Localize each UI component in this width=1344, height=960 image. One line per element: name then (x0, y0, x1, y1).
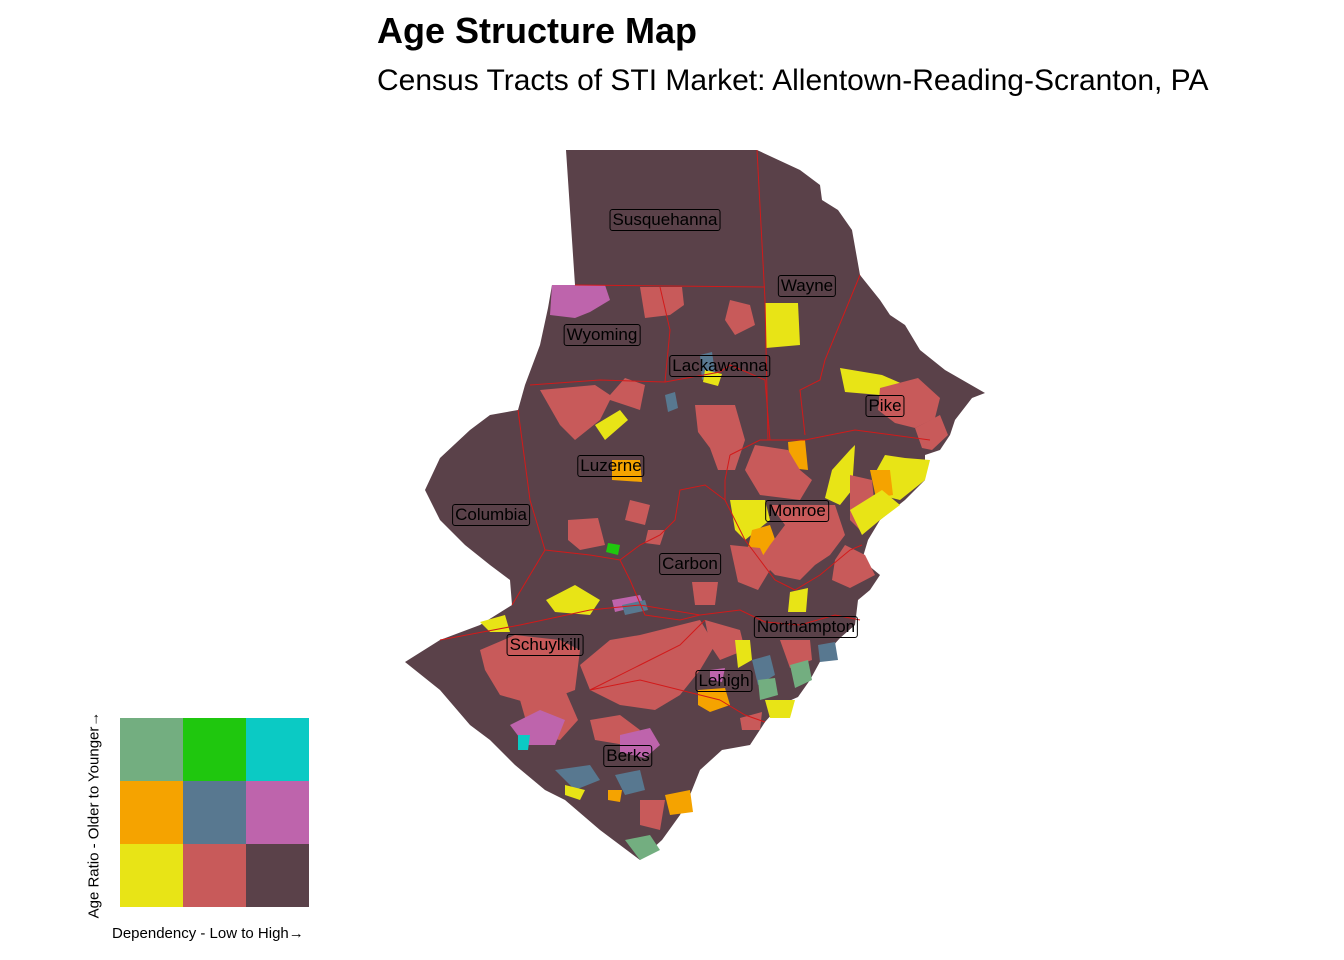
legend-cell (183, 718, 246, 781)
legend-cell (120, 718, 183, 781)
tract (735, 640, 752, 668)
county-label-monroe: Monroe (765, 500, 829, 522)
tract (790, 660, 812, 688)
tract (730, 545, 770, 590)
tract (546, 585, 600, 615)
county-label-lackawanna: Lackawanna (669, 355, 771, 377)
county-boundary (589, 679, 721, 701)
tract (608, 790, 622, 802)
legend-cell (183, 844, 246, 907)
tract-polygons (480, 285, 948, 860)
tract (745, 445, 812, 500)
tract (752, 655, 775, 685)
tract (710, 668, 725, 682)
county-boundary (724, 499, 863, 591)
county-label-luzerne: Luzerne (577, 455, 645, 477)
tract (480, 615, 510, 632)
county-boundary (724, 454, 731, 500)
map-title: Age Structure Map (377, 10, 698, 51)
county-label-schuylkill: Schuylkill (506, 634, 584, 656)
county-label-susquehanna: Susquehanna (609, 209, 721, 231)
county-boundary (799, 274, 861, 436)
county-label-carbon: Carbon (659, 553, 721, 575)
tract (818, 642, 838, 662)
tract (640, 287, 684, 318)
county-label-columbia: Columbia (452, 504, 530, 526)
tract (915, 415, 948, 450)
legend-cell (120, 781, 183, 844)
tract (580, 620, 715, 710)
tract (555, 765, 600, 790)
map-subtitle: Census Tracts of STI Market: Allentown-R… (377, 64, 1209, 97)
county-boundary (439, 604, 861, 641)
legend-cell (246, 844, 309, 907)
tract (550, 285, 610, 318)
tract (765, 303, 800, 348)
tract (665, 790, 693, 815)
county-label-northampton: Northampton (753, 616, 859, 638)
tract (568, 518, 605, 550)
county-label-berks: Berks (603, 745, 653, 767)
tract (540, 378, 645, 440)
tract (595, 410, 628, 440)
county-boundary (659, 286, 671, 383)
tract (518, 735, 530, 750)
county-label-wayne: Wayne (777, 275, 837, 297)
legend-cell (183, 781, 246, 844)
tract (850, 490, 900, 535)
county-label-wyoming: Wyoming (563, 324, 641, 346)
tract (878, 378, 940, 428)
tract (788, 588, 808, 612)
county-label-lehigh: Lehigh (695, 670, 753, 692)
legend-cell (246, 718, 309, 781)
legend-y-label: Age Ratio - Older to Younger→ (85, 711, 103, 919)
county-boundary (574, 284, 766, 288)
county-boundary (529, 364, 771, 441)
tract (665, 392, 678, 412)
tract (615, 770, 645, 795)
tract (725, 300, 755, 335)
legend-cell (246, 781, 309, 844)
tract (698, 688, 730, 712)
county-boundary (756, 149, 769, 441)
tract (825, 445, 855, 505)
county-boundary (729, 429, 931, 456)
county-label-pike: Pike (865, 395, 905, 417)
tract (625, 835, 660, 860)
tract (625, 500, 650, 525)
tract (620, 728, 660, 758)
county-boundary (544, 484, 726, 561)
tract (622, 600, 648, 615)
tract (765, 700, 795, 718)
county-boundary (511, 409, 546, 606)
bivariate-legend (120, 718, 309, 907)
tract (780, 640, 812, 668)
legend-x-label: Dependency - Low to High→ (112, 925, 304, 942)
tract (760, 505, 845, 580)
tract (565, 785, 585, 800)
tract (740, 712, 762, 730)
tract (705, 620, 745, 660)
legend-cell (120, 844, 183, 907)
tract (870, 470, 893, 498)
tract (612, 595, 644, 612)
tract (758, 678, 778, 700)
tract (640, 800, 665, 830)
county-boundary (589, 619, 706, 691)
tract (606, 543, 620, 555)
tract (480, 635, 580, 705)
tract (692, 582, 718, 605)
county-boundary (719, 699, 766, 723)
county-boundary (619, 559, 701, 621)
county-boundaries (439, 149, 931, 723)
